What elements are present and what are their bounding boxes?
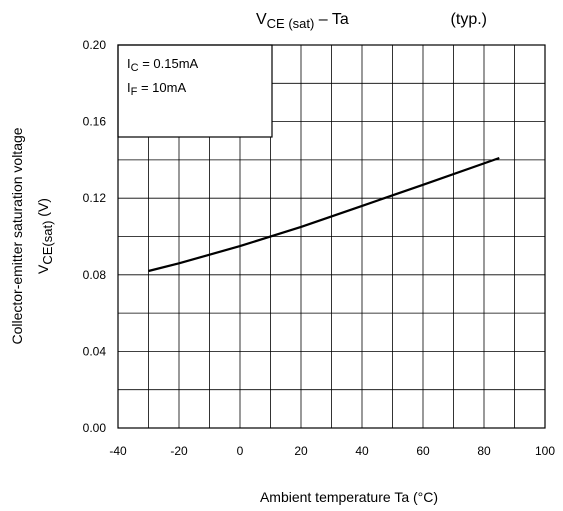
y-tick-label: 0.04 [83, 344, 107, 358]
x-tick-label: 100 [535, 444, 555, 458]
legend-if: IF = 10mA [127, 80, 186, 98]
y-tick-label: 0.12 [83, 191, 107, 205]
x-axis-title: Ambient temperature Ta (°C) [260, 489, 438, 505]
series-line [148, 156, 500, 273]
legend-if-value: = 10mA [137, 80, 186, 95]
x-tick-label: 20 [294, 444, 308, 458]
series [148, 156, 500, 273]
legend-box [117, 44, 273, 138]
x-tick-label: 0 [237, 444, 244, 458]
chart-title: VCE (sat) – Ta [256, 11, 349, 31]
title-symbol-sub: CE (sat) [267, 16, 315, 31]
x-tick-label: -40 [109, 444, 127, 458]
x-axis-label: Ambient temperature [260, 489, 391, 505]
x-axis-unit: (°C) [413, 489, 438, 505]
title-dash-char: – [319, 11, 328, 28]
legend-ic: IC = 0.15mA [127, 56, 199, 74]
y-tick-labels: 0.00 0.04 0.08 0.12 0.16 0.20 [83, 38, 107, 435]
x-tick-label: 80 [477, 444, 491, 458]
y-axis-unit: (V) [35, 198, 51, 217]
x-tick-label: 60 [416, 444, 430, 458]
x-tick-labels: -40 -20 0 20 40 60 80 100 [109, 444, 555, 458]
y-tick-label: 0.00 [83, 421, 107, 435]
y-axis-title: Collector-emitter saturation voltage [9, 127, 25, 344]
grid [118, 45, 545, 428]
title-variable: Ta [332, 11, 349, 28]
y-tick-label: 0.08 [83, 268, 107, 282]
legend: IC = 0.15mA IF = 10mA [117, 44, 273, 138]
y-axis-symbol-sub: CE(sat) [40, 221, 55, 265]
y-tick-label: 0.16 [83, 115, 107, 129]
y-tick-label: 0.20 [83, 38, 107, 52]
legend-if-sub: F [131, 86, 138, 98]
x-tick-label: 40 [355, 444, 369, 458]
y-axis-symbol-main: V [35, 264, 51, 274]
legend-ic-value: = 0.15mA [139, 56, 199, 71]
x-axis-symbol: Ta [394, 489, 409, 505]
legend-if-symbol: I [127, 80, 131, 95]
plot-frame [117, 44, 546, 429]
chart-note: (typ.) [451, 11, 487, 28]
y-axis-symbol: VCE(sat) (V) [35, 198, 55, 274]
title-symbol: V [256, 11, 267, 28]
legend-ic-symbol: I [127, 56, 131, 71]
legend-ic-sub: C [131, 62, 139, 74]
x-tick-label: -20 [170, 444, 188, 458]
